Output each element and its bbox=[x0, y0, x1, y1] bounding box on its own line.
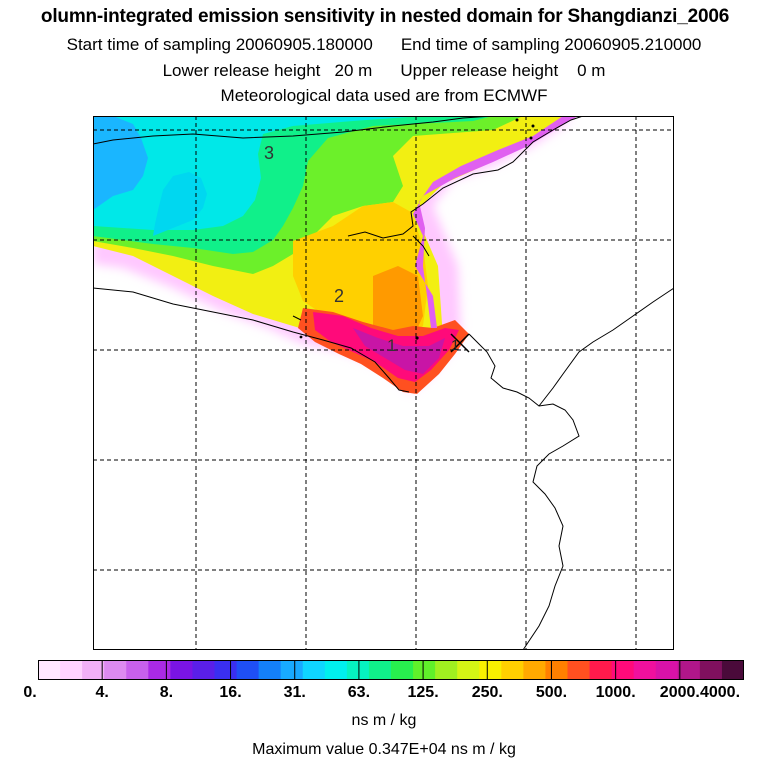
colorbar-tick-label: 0. bbox=[23, 684, 37, 701]
colorbar-tick-label: 16. bbox=[219, 684, 242, 701]
colorbar-swatch bbox=[677, 660, 701, 680]
colorbar-swatch bbox=[413, 660, 436, 680]
colorbar-swatches bbox=[38, 660, 744, 680]
colorbar-swatch bbox=[567, 660, 591, 680]
colorbar-swatch bbox=[60, 660, 83, 680]
coastline bbox=[93, 116, 674, 650]
colorbar-tick-label: 2000. bbox=[659, 684, 700, 701]
colorbar-swatch bbox=[192, 660, 215, 680]
colorbar-swatch bbox=[82, 660, 105, 680]
plot-title: olumn-integrated emission sensitivity in… bbox=[40, 6, 730, 27]
maximum-value: Maximum value 0.347E+04 ns m / kg bbox=[252, 741, 516, 758]
sensitivity-field bbox=[93, 116, 578, 394]
release-heights: Lower release height 20 m Upper release … bbox=[0, 61, 768, 81]
site-dot bbox=[515, 118, 519, 122]
lower-release-height: Lower release height 20 m bbox=[162, 61, 373, 80]
colorbar-swatch bbox=[501, 660, 524, 680]
colorbar bbox=[38, 660, 744, 680]
colorbar-tick-label: 125. bbox=[407, 684, 439, 701]
colorbar-swatch bbox=[214, 660, 238, 680]
colorbar-tick-label: 8. bbox=[159, 684, 174, 701]
start-time: Start time of sampling 20060905.180000 bbox=[66, 35, 373, 54]
station-label: 1 bbox=[451, 337, 459, 354]
colorbar-tick-label: 1000. bbox=[595, 684, 636, 701]
colorbar-unit: ns m / kg bbox=[351, 712, 417, 729]
colorbar-swatch bbox=[324, 660, 348, 680]
site-dot bbox=[531, 124, 535, 128]
colorbar-tick-label: 500. bbox=[535, 684, 568, 701]
colorbar-swatch bbox=[435, 660, 458, 680]
colorbar-swatch bbox=[104, 660, 127, 680]
colorbar-tick-label: 63. bbox=[347, 684, 371, 701]
colorbar-swatch bbox=[148, 660, 171, 680]
colorbar-swatch bbox=[391, 660, 414, 680]
end-time: End time of sampling 20060905.210000 bbox=[400, 35, 702, 54]
colorbar-tick-label: 31. bbox=[283, 684, 306, 701]
colorbar-ticks: 0. 4. 8. 16. 31. 63. 125. 250. 500. 1000. 2000. 400… bbox=[0, 684, 768, 704]
colorbar-swatch bbox=[589, 660, 613, 680]
colorbar-swatch bbox=[170, 660, 193, 680]
colorbar-swatch bbox=[545, 660, 568, 680]
map-frame bbox=[93, 116, 674, 650]
sensitivity-map: 1 2 3 1 bbox=[93, 116, 674, 650]
colorbar-dividers bbox=[101, 660, 681, 680]
colorbar-swatch bbox=[38, 660, 61, 680]
site-dot bbox=[529, 136, 533, 140]
colorbar-swatch bbox=[126, 660, 149, 680]
colorbar-swatch bbox=[611, 660, 635, 680]
colorbar-frame bbox=[38, 660, 744, 680]
colorbar-swatch bbox=[258, 660, 282, 680]
colorbar-tick-label: 4. bbox=[95, 684, 109, 701]
colorbar-swatch bbox=[479, 660, 502, 680]
map-label-1: 1 bbox=[387, 336, 396, 355]
colorbar-swatch bbox=[633, 660, 657, 680]
colorbar-swatch bbox=[368, 660, 392, 680]
map-label-2: 2 bbox=[334, 286, 344, 306]
station-dot bbox=[415, 336, 419, 340]
colorbar-swatch bbox=[699, 660, 723, 680]
colorbar-swatch bbox=[302, 660, 326, 680]
colorbar-tick-label: 4000. bbox=[699, 684, 741, 701]
graticule bbox=[93, 116, 674, 650]
map-label-3: 3 bbox=[264, 143, 274, 163]
site-dot bbox=[299, 335, 303, 339]
upper-release-height: Upper release height 0 m bbox=[400, 61, 606, 80]
met-data-source: Meteorological data used are from ECMWF bbox=[220, 86, 548, 105]
colorbar-tick-label: 250. bbox=[471, 684, 503, 701]
sampling-times: Start time of sampling 20060905.180000 E… bbox=[0, 35, 768, 55]
colorbar-swatch bbox=[236, 660, 260, 680]
station-marker bbox=[450, 333, 470, 353]
colorbar-swatch bbox=[457, 660, 480, 680]
colorbar-swatch bbox=[721, 660, 744, 680]
colorbar-swatch bbox=[346, 660, 370, 680]
colorbar-swatch bbox=[523, 660, 546, 680]
colorbar-swatch bbox=[655, 660, 679, 680]
colorbar-swatch bbox=[280, 660, 304, 680]
